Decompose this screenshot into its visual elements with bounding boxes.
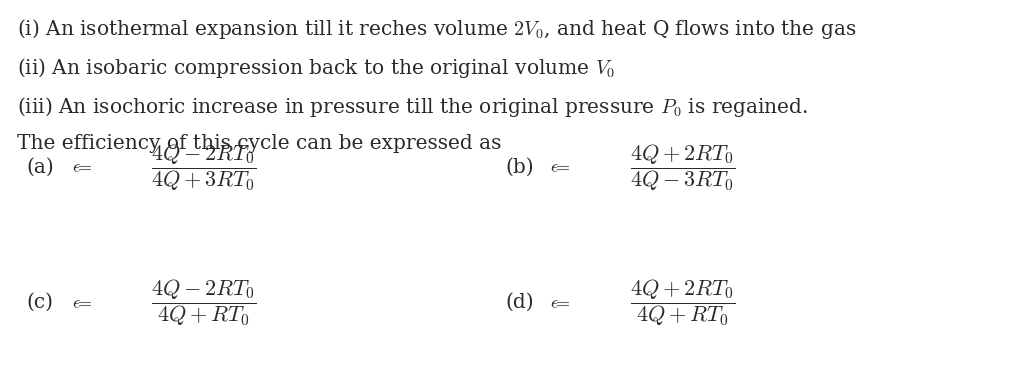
Text: $\dfrac{4Q-2RT_0}{4Q+RT_0}$: $\dfrac{4Q-2RT_0}{4Q+RT_0}$: [151, 277, 257, 328]
Text: $\dfrac{4Q+2RT_0}{4Q-3RT_0}$: $\dfrac{4Q+2RT_0}{4Q-3RT_0}$: [630, 142, 736, 193]
Text: (d): (d): [505, 293, 533, 312]
Text: The efficiency of this cycle can be expressed as: The efficiency of this cycle can be expr…: [17, 134, 502, 153]
Text: $\dfrac{4Q+2RT_0}{4Q+RT_0}$: $\dfrac{4Q+2RT_0}{4Q+RT_0}$: [630, 277, 736, 328]
Text: (iii) An isochoric increase in pressure till the original pressure $P_0$ is rega: (iii) An isochoric increase in pressure …: [17, 95, 808, 119]
Text: (b): (b): [505, 158, 533, 177]
Text: (a): (a): [27, 158, 54, 177]
Text: $\epsilon\!\!=\!\!$: $\epsilon\!\!=\!\!$: [72, 294, 92, 312]
Text: $\epsilon\!\!=\!\!$: $\epsilon\!\!=\!\!$: [72, 158, 92, 176]
Text: $\epsilon\!\!=\!\!$: $\epsilon\!\!=\!\!$: [550, 294, 570, 312]
Text: $\epsilon\!\!=\!\!$: $\epsilon\!\!=\!\!$: [550, 158, 570, 176]
Text: (i) An isothermal expansion till it reches volume $2V_0$, and heat Q flows into : (i) An isothermal expansion till it rech…: [17, 17, 856, 41]
Text: (ii) An isobaric compression back to the original volume $V_0$: (ii) An isobaric compression back to the…: [17, 56, 615, 80]
Text: $\dfrac{4Q-2RT_0}{4Q+3RT_0}$: $\dfrac{4Q-2RT_0}{4Q+3RT_0}$: [151, 142, 257, 193]
Text: (c): (c): [27, 293, 54, 312]
